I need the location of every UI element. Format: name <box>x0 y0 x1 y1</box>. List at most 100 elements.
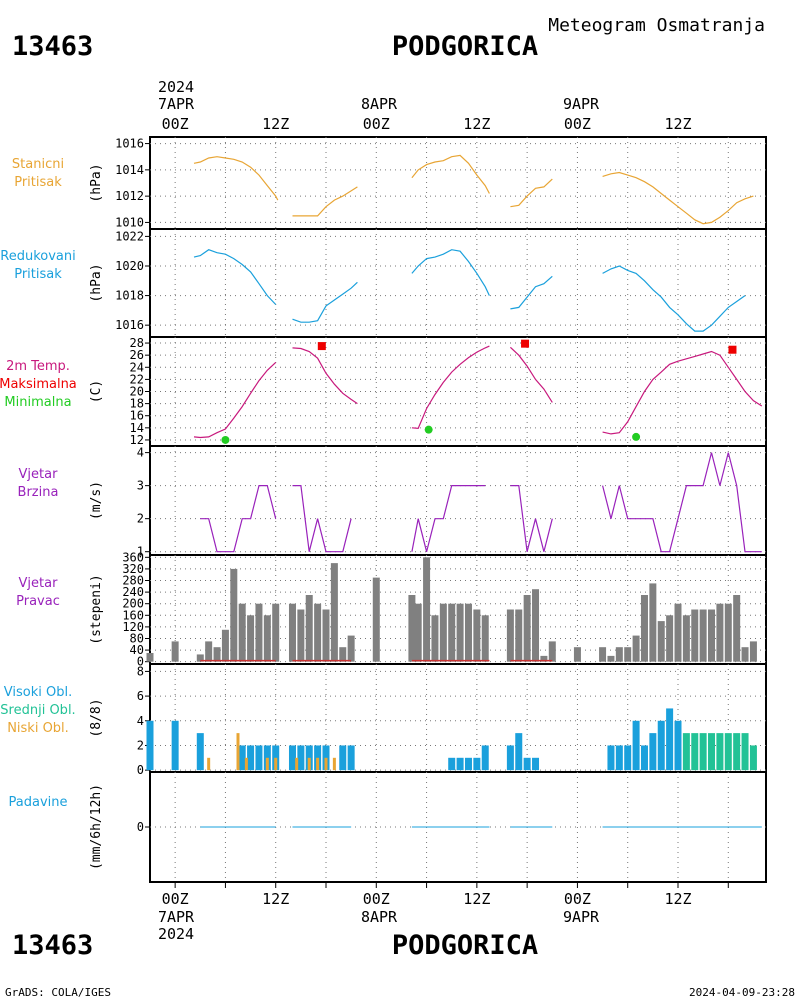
wind-direction-bar <box>615 647 623 662</box>
temperature-line <box>602 350 763 435</box>
max-temperature-marker <box>521 339 530 348</box>
y-tick-label: 4 <box>137 714 144 728</box>
station-pressure-line <box>510 178 553 208</box>
footer-timestamp: 2024-04-09-23:28 <box>689 986 795 999</box>
wind-direction-bar <box>481 615 489 662</box>
y-tick-label: 1022 <box>115 229 144 243</box>
y-tick-label: 1010 <box>115 215 144 229</box>
high-cloud-bar <box>314 745 322 771</box>
temperature-line <box>509 346 553 403</box>
top-hour-label: 00Z <box>162 115 189 133</box>
wind-direction-bar <box>431 615 439 662</box>
min-temperature-marker <box>632 432 641 441</box>
y-axis-unit: (C) <box>89 380 104 403</box>
y-tick-label: 1016 <box>115 137 144 151</box>
high-cloud-bar <box>523 757 531 771</box>
temperature-line <box>193 361 277 439</box>
reduced-pressure-line <box>602 265 746 332</box>
panel-label: 2m Temp. <box>6 359 70 374</box>
wind-direction-bar <box>649 583 657 662</box>
y-tick-label: 360 <box>122 550 144 564</box>
high-cloud-bar <box>640 745 648 771</box>
y-tick-label: 1 <box>137 545 144 559</box>
high-cloud-bar <box>347 745 355 771</box>
y-tick-label: 0 <box>137 655 144 669</box>
wind-direction-bar <box>347 635 355 662</box>
high-cloud-bar <box>481 745 489 771</box>
high-cloud-bar <box>272 745 280 771</box>
station-name-bottom: PODGORICA <box>392 930 538 961</box>
wind-direction-bar <box>699 609 707 662</box>
middle-cloud-bar <box>733 733 741 771</box>
y-axis-unit: (stepeni) <box>89 574 104 644</box>
max-temperature-marker <box>728 345 737 354</box>
wind-direction-bar <box>691 609 699 662</box>
y-tick-label: 40 <box>130 643 144 657</box>
wind-direction-bar <box>666 615 674 662</box>
station-pressure-line <box>292 186 358 217</box>
wind-direction-bar <box>464 603 472 662</box>
wind-direction-bar <box>448 603 456 662</box>
wind-direction-bar <box>297 609 305 662</box>
panel-label: Brzina <box>18 485 59 500</box>
bottom-date-label: 8APR <box>361 908 398 926</box>
meteogram-title: Meteogram Osmatranja <box>548 15 765 36</box>
top-year-label: 2024 <box>158 78 194 96</box>
low-cloud-bar <box>236 733 240 771</box>
y-axis-unit: (m/s) <box>89 481 104 520</box>
temperature-line <box>411 345 490 430</box>
wind-direction-bar <box>540 655 548 662</box>
station-id-bottom: 13463 <box>12 930 93 961</box>
y-tick-label: 8 <box>137 664 144 678</box>
wind-direction-bar <box>272 603 280 662</box>
wind-direction-bar <box>439 603 447 662</box>
middle-cloud-bar <box>682 733 690 771</box>
y-tick-label: 1014 <box>115 163 144 177</box>
wind-direction-bar <box>708 609 716 662</box>
y-tick-label: 26 <box>130 348 144 362</box>
bottom-hour-label: 00Z <box>363 890 390 908</box>
y-tick-label: 1018 <box>115 289 144 303</box>
wind-direction-bar <box>473 609 481 662</box>
middle-cloud-bar <box>724 733 732 771</box>
y-tick-label: 18 <box>130 397 144 411</box>
high-cloud-bar <box>238 745 246 771</box>
y-tick-label: 240 <box>122 585 144 599</box>
y-tick-label: 1020 <box>115 259 144 273</box>
reduced-pressure-line <box>292 281 358 323</box>
middle-cloud-bar <box>691 733 699 771</box>
bottom-hour-label: 12Z <box>664 890 691 908</box>
panel-frame <box>149 336 767 447</box>
y-tick-label: 1016 <box>115 318 144 332</box>
wind-direction-bar <box>238 603 246 662</box>
high-cloud-bar <box>532 757 540 771</box>
y-tick-label: 14 <box>130 421 144 435</box>
max-temperature-marker <box>317 342 326 351</box>
wind-direction-bar <box>330 563 338 662</box>
panel-label: Vjetar <box>19 467 59 482</box>
top-date-label: 9APR <box>563 95 600 113</box>
y-axis-unit: (hPa) <box>89 263 104 302</box>
wind-direction-bar <box>624 647 632 662</box>
panel-label: Niski Obl. <box>7 721 69 736</box>
y-tick-label: 12 <box>130 433 144 447</box>
wind-direction-bar <box>573 647 581 662</box>
wind-direction-bar <box>314 603 322 662</box>
wind-direction-bar <box>674 603 682 662</box>
y-tick-label: 80 <box>130 631 144 645</box>
middle-cloud-bar <box>699 733 707 771</box>
y-tick-label: 0 <box>137 763 144 777</box>
wind-speed-line <box>602 452 762 553</box>
panel-label: Minimalna <box>4 395 71 410</box>
wind-direction-bar <box>607 655 615 662</box>
wind-direction-bar <box>263 615 271 662</box>
y-tick-label: 160 <box>122 608 144 622</box>
middle-cloud-bar <box>749 745 757 771</box>
top-hour-label: 12Z <box>463 115 490 133</box>
wind-direction-bar <box>247 615 255 662</box>
y-axis-unit: (hPa) <box>89 163 104 202</box>
top-hour-label: 00Z <box>564 115 591 133</box>
y-tick-label: 200 <box>122 597 144 611</box>
low-cloud-bar <box>332 757 336 771</box>
temperature-line <box>292 347 358 405</box>
